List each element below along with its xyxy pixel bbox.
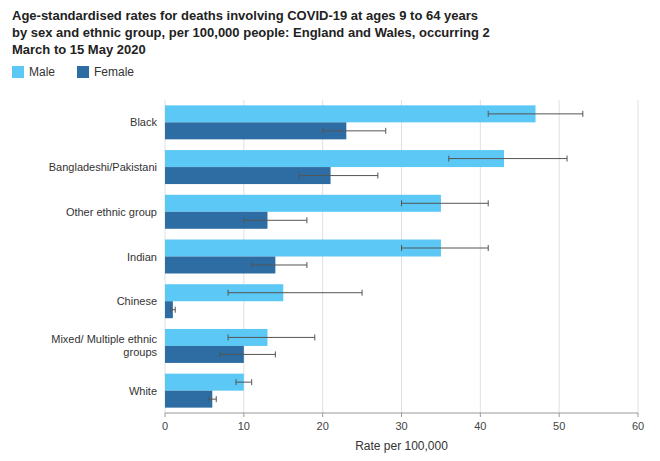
category-label: Chinese (117, 295, 157, 307)
error-bar (244, 217, 307, 223)
tick-label: 30 (395, 420, 407, 432)
error-bar (488, 111, 583, 117)
tick-mark (638, 413, 639, 417)
bar (165, 374, 244, 391)
legend-label: Male (29, 65, 55, 79)
grid-line (638, 100, 639, 413)
error-bar (208, 396, 216, 402)
tick-label: 10 (238, 420, 250, 432)
error-bar (252, 262, 307, 268)
tick-mark (322, 413, 323, 417)
error-bar (220, 351, 275, 357)
chart: Age-standardised rates for deaths involv… (0, 0, 660, 461)
bar (165, 105, 536, 122)
axis-line (165, 413, 638, 414)
category-label: Other ethnic group (66, 206, 157, 218)
title: Age-standardised rates for deaths involv… (12, 8, 490, 57)
legend-swatch (77, 66, 89, 78)
y-axis: Black Bangladeshi/Pakistani Other ethnic g… (49, 116, 158, 396)
error-bar (299, 173, 378, 179)
error-bar (323, 128, 386, 134)
bar (165, 391, 212, 408)
tick-label: 50 (553, 420, 565, 432)
tick-mark (401, 413, 402, 417)
tick-label: 0 (162, 420, 168, 432)
axis-title: Rate per 100,000 (355, 439, 448, 453)
error-bar (228, 334, 315, 340)
tick-mark (480, 413, 481, 417)
bar (165, 240, 441, 257)
tick-mark (243, 413, 244, 417)
error-bar (228, 290, 362, 296)
category-label: Black (130, 116, 157, 128)
error-bar (236, 379, 252, 385)
tick-mark (559, 413, 560, 417)
grid-line (559, 100, 560, 413)
tick-label: 20 (317, 420, 329, 432)
error-bar (402, 245, 489, 251)
legend: Male Female (12, 65, 134, 79)
category-label: Bangladeshi/Pakistani (49, 161, 157, 173)
tick-mark (165, 413, 166, 417)
grid (165, 100, 638, 413)
category-label: Indian (127, 251, 157, 263)
category-label: White (129, 385, 157, 397)
bar (165, 195, 441, 212)
error-bar (171, 307, 176, 313)
error-bar (449, 156, 567, 162)
tick-label: 40 (474, 420, 486, 432)
error-bar (402, 200, 489, 206)
grid-line (480, 100, 481, 413)
legend-swatch (12, 66, 24, 78)
category-label: Mixed/ Multiple ethnicgroups (51, 333, 157, 358)
x-axis: 0 10 20 30 40 50 60 (162, 413, 644, 432)
tick-label: 60 (632, 420, 644, 432)
bars (165, 105, 583, 407)
legend-label: Female (94, 65, 134, 79)
bar (165, 122, 346, 139)
